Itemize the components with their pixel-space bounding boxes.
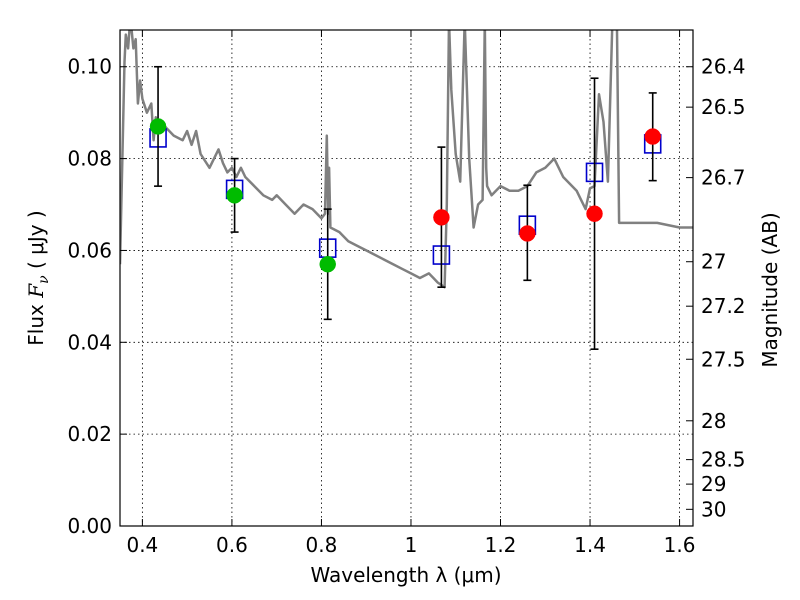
optical-point (319, 255, 336, 273)
nir-point (586, 205, 603, 222)
y2-tick-label: 26.7 (701, 166, 746, 190)
y2-tick-label: 26.4 (701, 55, 746, 79)
x-tick-label: 0.6 (216, 533, 248, 557)
y2-tick-label: 27.5 (701, 347, 746, 371)
y2-tick-label: 30 (701, 497, 726, 521)
y-tick-label: 0.10 (67, 55, 112, 79)
x-tick-label: 0.4 (126, 533, 158, 557)
x-tick-label: 1.2 (485, 533, 517, 557)
optical-point (226, 187, 243, 204)
x-tick-label: 0.8 (306, 533, 338, 557)
y-tick-label: 0.02 (67, 422, 112, 446)
y-axis-label-subscript: ν (36, 275, 52, 284)
y2-axis-label: Magnitude (AB) (758, 212, 782, 367)
x-tick-label: 1.6 (664, 533, 696, 557)
y-tick-label: 0.06 (67, 238, 112, 262)
model-spectrum-group (120, 30, 693, 289)
nir-point (519, 225, 536, 242)
y2-tick-label: 28.5 (701, 448, 746, 472)
grid-lines (120, 30, 693, 527)
y-axis-label-prefix: Flux (24, 298, 48, 346)
model-spectrum-line (120, 30, 693, 289)
plot-frame (119, 29, 694, 527)
y2-tick-label: 28 (701, 409, 726, 433)
y2-tick-label: 27 (701, 250, 726, 274)
y2-tick-label: 29 (701, 472, 726, 496)
nir-point (433, 209, 450, 226)
x-tick-label: 1 (405, 533, 418, 557)
y2-tick-label: 26.5 (701, 95, 746, 119)
nir-point (644, 128, 661, 145)
y-axis-label-suffix: ( μJy ) (24, 210, 48, 275)
y-tick-label: 0.08 (67, 147, 112, 171)
y-axis-label-symbol: F (24, 283, 48, 299)
x-axis-label: Wavelength λ (μm) (310, 563, 501, 587)
tick-labels: 0.4 0.6 0.8 1 1.2 1.4 1.6 0.00 0.02 0.04 0.06 0.08 0… (67, 55, 745, 557)
y-axis-label: Flux Fν ( μJy ) (24, 210, 52, 345)
y-tick-label: 0.04 (67, 330, 112, 354)
optical-point (149, 118, 167, 135)
y2-tick-label: 27.2 (701, 294, 746, 318)
markers-group (149, 65, 662, 350)
y-tick-label: 0.00 (67, 514, 112, 538)
x-tick-label: 1.4 (574, 533, 606, 557)
tick-marks (120, 30, 693, 527)
